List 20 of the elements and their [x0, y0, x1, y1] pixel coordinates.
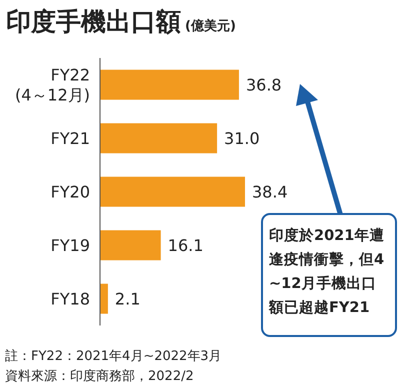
data-label: 31.0 — [224, 128, 260, 148]
bar — [100, 284, 108, 314]
bar — [100, 230, 161, 260]
chart-title: 印度手機出口額 — [6, 7, 181, 36]
bar — [100, 176, 245, 207]
y-tick-label: FY22 (4～12月) — [14, 65, 90, 104]
bar — [100, 70, 239, 100]
y-tick-label: FY18 — [50, 289, 90, 308]
data-label: 38.4 — [252, 182, 288, 202]
data-label: 36.8 — [246, 75, 282, 94]
source-note: 資料來源：印度商務部，2022/2 — [5, 368, 194, 384]
text: 印度於2021年遭逢疫情衝擊，但4~12月手機出口額已超越FY21 — [268, 226, 384, 316]
y-tick-label: FY19 — [50, 236, 90, 255]
y-tick-label: FY20 — [50, 182, 90, 202]
data-label: 2.1 — [114, 289, 140, 308]
y-tick-label: FY21 — [50, 128, 90, 148]
data-label: 16.1 — [168, 236, 204, 255]
chart-subtitle: (億美元) — [185, 18, 236, 34]
bar — [100, 123, 218, 154]
text: 註：FY22：2021年4月~2022年3月 — [5, 349, 222, 364]
